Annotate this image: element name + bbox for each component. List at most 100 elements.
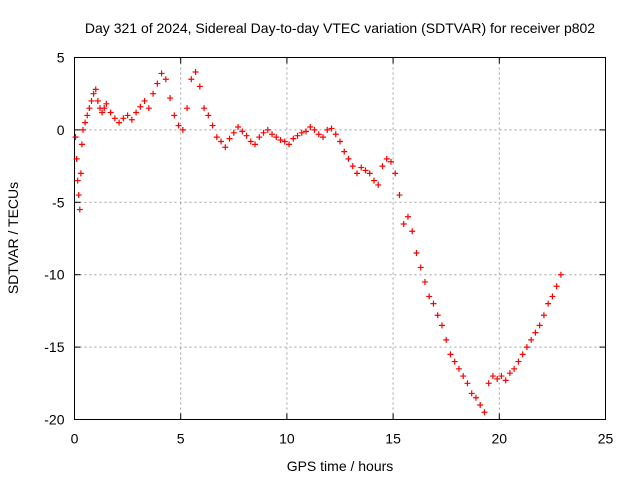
data-point — [375, 181, 382, 188]
data-point — [434, 312, 441, 319]
data-point — [511, 365, 518, 372]
data-point — [438, 322, 445, 329]
data-point — [366, 170, 373, 177]
data-point — [137, 103, 144, 110]
data-point — [472, 394, 479, 401]
data-point — [379, 163, 386, 170]
data-point — [460, 373, 467, 380]
data-point — [498, 373, 505, 380]
data-point — [179, 126, 186, 133]
data-point — [303, 128, 310, 135]
data-point — [188, 76, 195, 83]
data-point — [247, 138, 254, 145]
data-point — [320, 134, 327, 141]
data-point — [264, 126, 271, 133]
data-point — [145, 105, 152, 112]
data-point — [281, 138, 288, 145]
data-point — [519, 351, 526, 358]
data-point — [78, 141, 85, 148]
data-point — [413, 249, 420, 256]
data-point — [92, 86, 99, 93]
data-point — [84, 112, 91, 119]
data-point — [383, 155, 390, 162]
x-tick-labels: 0 5 10 15 20 25 — [71, 431, 614, 447]
x-tick-label: 25 — [598, 431, 614, 447]
data-point — [82, 119, 89, 126]
data-point — [353, 170, 360, 177]
data-point — [489, 373, 496, 380]
data-point — [400, 221, 407, 228]
data-point — [213, 134, 220, 141]
data-point — [205, 112, 212, 119]
data-point — [111, 115, 118, 122]
y-tick-label: -10 — [44, 267, 64, 283]
data-point — [409, 228, 416, 235]
data-point — [532, 329, 539, 336]
data-point — [515, 358, 522, 365]
data-point — [464, 380, 471, 387]
x-tick-label: 5 — [177, 431, 185, 447]
data-point — [196, 83, 203, 90]
data-point — [124, 112, 131, 119]
data-point — [294, 132, 301, 139]
data-point — [192, 68, 199, 75]
data-point — [75, 192, 82, 199]
data-point — [545, 300, 552, 307]
x-tick-label: 20 — [492, 431, 508, 447]
y-tick-label: -15 — [44, 339, 64, 355]
plot-frame — [74, 57, 606, 420]
data-point — [481, 409, 488, 416]
y-tick-label: 5 — [57, 50, 65, 66]
data-point — [341, 148, 348, 155]
data-point — [430, 300, 437, 307]
x-tick-label: 0 — [71, 431, 79, 447]
data-point — [73, 155, 80, 162]
data-point — [76, 206, 83, 213]
data-point — [540, 312, 547, 319]
data-point — [218, 138, 225, 145]
data-point — [553, 283, 560, 290]
y-tick-label: 0 — [57, 122, 65, 138]
data-point — [298, 129, 305, 136]
data-point — [74, 177, 81, 184]
data-point — [549, 293, 556, 300]
data-point — [345, 155, 352, 162]
x-axis-label: GPS time / hours — [287, 458, 394, 474]
data-point — [260, 129, 267, 136]
data-point — [421, 278, 428, 285]
data-point — [332, 131, 339, 138]
grid — [74, 57, 606, 420]
data-point — [77, 170, 84, 177]
data-point — [209, 122, 216, 129]
data-point — [557, 271, 564, 278]
data-point — [162, 76, 169, 83]
data-point — [141, 97, 148, 104]
data-point — [88, 97, 95, 104]
axis-ticks — [74, 57, 606, 420]
data-point — [290, 135, 297, 142]
data-point — [494, 375, 501, 382]
data-point — [158, 70, 165, 77]
data-point — [175, 122, 182, 129]
data-point — [99, 109, 106, 116]
data-point — [239, 128, 246, 135]
data-point — [477, 402, 484, 409]
data-point — [324, 126, 331, 133]
data-point — [150, 90, 157, 97]
data-point — [523, 344, 530, 351]
data-point — [256, 134, 263, 141]
data-point — [362, 167, 369, 174]
data-point — [506, 370, 513, 377]
data-point — [235, 124, 242, 131]
y-tick-label: -20 — [44, 412, 64, 428]
data-point — [536, 322, 543, 329]
data-point — [90, 90, 97, 97]
data-point — [387, 158, 394, 165]
data-point — [485, 380, 492, 387]
data-point — [315, 131, 322, 138]
data-point — [396, 192, 403, 199]
data-point — [370, 177, 377, 184]
data-point — [528, 336, 535, 343]
data-point — [230, 129, 237, 136]
